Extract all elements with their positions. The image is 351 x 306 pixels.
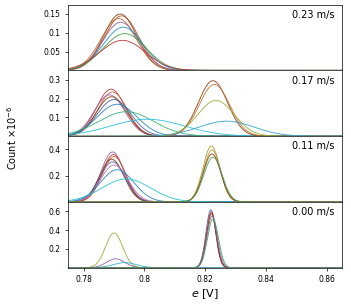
- Text: 0.23 m/s: 0.23 m/s: [292, 10, 334, 20]
- Text: 0.17 m/s: 0.17 m/s: [292, 76, 334, 86]
- Text: 0.00 m/s: 0.00 m/s: [292, 207, 334, 217]
- Text: 0.11 m/s: 0.11 m/s: [292, 141, 334, 151]
- X-axis label: $e$ [V]: $e$ [V]: [191, 287, 219, 301]
- Text: Count $\times 10^{-6}$: Count $\times 10^{-6}$: [5, 106, 19, 170]
